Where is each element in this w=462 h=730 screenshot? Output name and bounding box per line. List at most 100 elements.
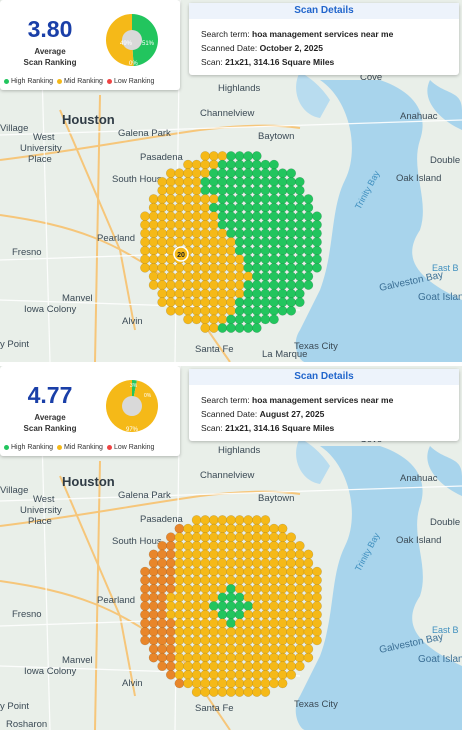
grid-point[interactable]: [286, 219, 297, 230]
grid-point[interactable]: [303, 583, 314, 594]
grid-point[interactable]: [269, 583, 279, 594]
grid-point[interactable]: [200, 678, 210, 689]
grid-point[interactable]: [269, 678, 279, 689]
grid-point[interactable]: [234, 323, 245, 333]
grid-point[interactable]: [243, 609, 253, 620]
grid-point[interactable]: [174, 523, 185, 534]
grid-point[interactable]: [243, 262, 253, 273]
grid-point[interactable]: [312, 618, 322, 629]
grid-point[interactable]: [251, 219, 262, 230]
grid-point[interactable]: [269, 540, 279, 551]
grid-point[interactable]: [312, 609, 322, 620]
grid-point[interactable]: [140, 592, 150, 603]
grid-point[interactable]: [157, 297, 167, 308]
grid-point[interactable]: [277, 194, 288, 204]
grid-point[interactable]: [191, 271, 202, 282]
grid-point[interactable]: [183, 228, 193, 239]
grid-point[interactable]: [277, 575, 288, 585]
grid-point[interactable]: [251, 211, 262, 221]
grid-point[interactable]: [226, 323, 236, 333]
grid-point[interactable]: [183, 566, 193, 577]
grid-point[interactable]: [165, 202, 176, 213]
grid-point[interactable]: [251, 314, 262, 325]
grid-point[interactable]: [174, 297, 185, 308]
grid-point[interactable]: [251, 601, 262, 611]
grid-point[interactable]: [294, 288, 305, 299]
grid-point[interactable]: [234, 566, 245, 577]
grid-point[interactable]: [269, 626, 279, 637]
grid-point[interactable]: [200, 592, 210, 603]
grid-point[interactable]: [165, 237, 176, 247]
grid-point[interactable]: [260, 661, 271, 672]
grid-point[interactable]: [234, 237, 245, 247]
grid-point[interactable]: [234, 669, 245, 680]
grid-point[interactable]: [226, 678, 236, 689]
grid-point[interactable]: [294, 540, 305, 551]
grid-point[interactable]: [234, 305, 245, 316]
grid-point[interactable]: [165, 262, 176, 273]
grid-point[interactable]: [157, 618, 167, 629]
grid-point[interactable]: [200, 515, 210, 525]
grid-point[interactable]: [260, 566, 271, 577]
grid-point[interactable]: [286, 288, 297, 299]
grid-point[interactable]: [191, 254, 202, 265]
grid-point[interactable]: [243, 566, 253, 577]
grid-point[interactable]: [277, 237, 288, 247]
grid-point[interactable]: [200, 583, 210, 594]
grid-point[interactable]: [269, 575, 279, 585]
grid-point[interactable]: [251, 575, 262, 585]
grid-point[interactable]: [140, 237, 150, 247]
grid-point[interactable]: [191, 669, 202, 680]
grid-point[interactable]: [251, 549, 262, 560]
grid-point[interactable]: [217, 159, 228, 170]
grid-point[interactable]: [260, 305, 271, 316]
grid-point[interactable]: [234, 151, 245, 161]
grid-point[interactable]: [165, 601, 176, 611]
grid-point[interactable]: [191, 211, 202, 221]
grid-point[interactable]: [243, 558, 253, 568]
grid-point[interactable]: [183, 592, 193, 603]
grid-point[interactable]: [148, 280, 159, 290]
grid-point[interactable]: [191, 202, 202, 213]
grid-point[interactable]: [260, 202, 271, 213]
grid-point[interactable]: [269, 523, 279, 534]
grid-point[interactable]: [234, 211, 245, 221]
grid-point[interactable]: [148, 211, 159, 221]
grid-point[interactable]: [312, 211, 322, 221]
grid-point[interactable]: [234, 601, 245, 611]
grid-point[interactable]: [191, 618, 202, 629]
grid-point[interactable]: [208, 262, 219, 273]
grid-point[interactable]: [286, 618, 297, 629]
grid-point[interactable]: [208, 314, 219, 325]
grid-point[interactable]: [208, 540, 219, 551]
grid-point[interactable]: [183, 558, 193, 568]
grid-point[interactable]: [174, 185, 185, 196]
grid-point[interactable]: [191, 532, 202, 542]
grid-point[interactable]: [269, 549, 279, 560]
grid-point[interactable]: [191, 314, 202, 325]
grid-point[interactable]: [269, 558, 279, 568]
grid-point[interactable]: [277, 532, 288, 542]
grid-point[interactable]: [200, 211, 210, 221]
grid-point[interactable]: [294, 575, 305, 585]
grid-point[interactable]: [243, 515, 253, 525]
grid-point[interactable]: [217, 583, 228, 594]
grid-point[interactable]: [286, 297, 297, 308]
grid-point[interactable]: [251, 618, 262, 629]
grid-point[interactable]: [217, 601, 228, 611]
grid-point[interactable]: [200, 323, 210, 333]
grid-point[interactable]: [251, 305, 262, 316]
grid-point[interactable]: [243, 202, 253, 213]
grid-point[interactable]: [140, 635, 150, 646]
grid-point[interactable]: [140, 262, 150, 273]
grid-point[interactable]: [148, 566, 159, 577]
grid-point[interactable]: [226, 280, 236, 290]
grid-point[interactable]: [200, 159, 210, 170]
grid-point[interactable]: [286, 635, 297, 646]
grid-point[interactable]: [191, 601, 202, 611]
grid-point[interactable]: [251, 297, 262, 308]
grid-point[interactable]: [191, 245, 202, 256]
grid-point[interactable]: [157, 288, 167, 299]
grid-point[interactable]: [294, 558, 305, 568]
grid-point[interactable]: [234, 271, 245, 282]
